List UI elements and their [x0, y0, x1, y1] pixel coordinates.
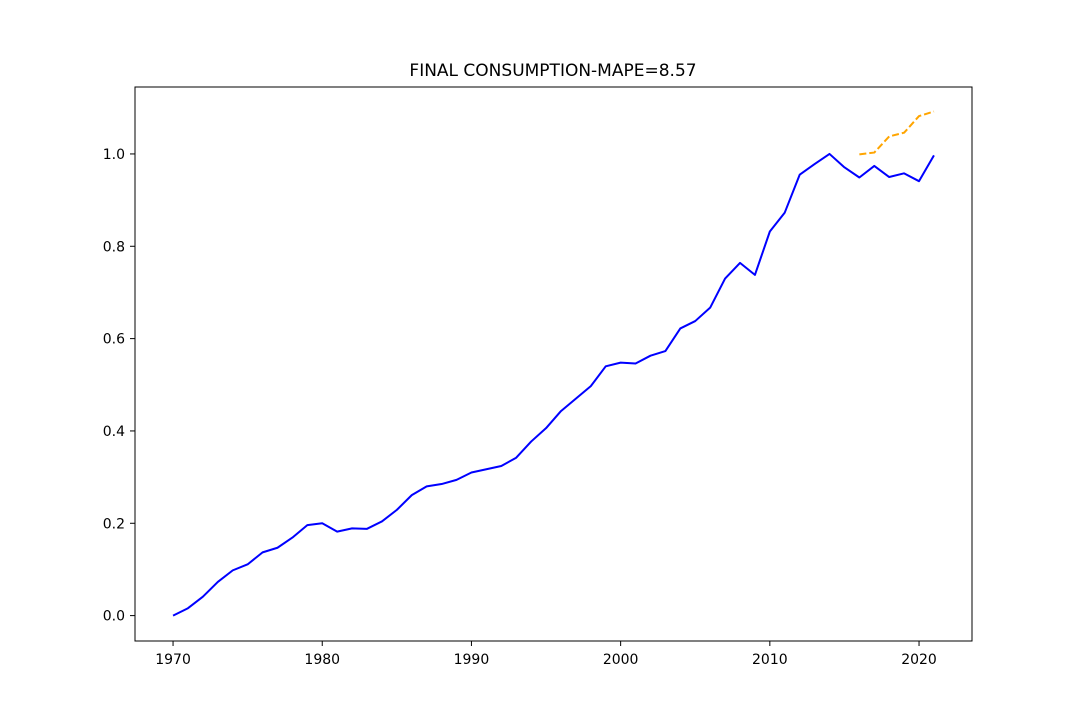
x-tick-label: 2020: [901, 652, 937, 668]
series-line-1: [172, 152, 935, 617]
y-tick-label: 1.0: [103, 147, 125, 163]
plot-frame: [134, 86, 973, 642]
x-tick-label: 1980: [304, 652, 340, 668]
chart-axes: 1970 1980 1990 2000 2010 2020 0.0 0.2 0.4 0.6 0.8 1…: [103, 147, 937, 668]
y-tick-label: 0.0: [103, 609, 125, 625]
chart-marks: [172, 110, 935, 617]
y-tick-label: 0.6: [103, 332, 125, 348]
series-line-2: [859, 110, 935, 156]
y-tick-label: 0.8: [103, 239, 125, 255]
y-tick-label: 0.4: [103, 424, 125, 440]
x-tick-label: 2000: [603, 652, 639, 668]
x-tick-label: 2010: [752, 652, 788, 668]
x-tick-label: 1970: [155, 652, 191, 668]
x-tick-label: 1990: [454, 652, 490, 668]
y-tick-label: 0.2: [103, 516, 125, 532]
chart-title: FINAL CONSUMPTION-MAPE=8.57: [409, 61, 696, 81]
